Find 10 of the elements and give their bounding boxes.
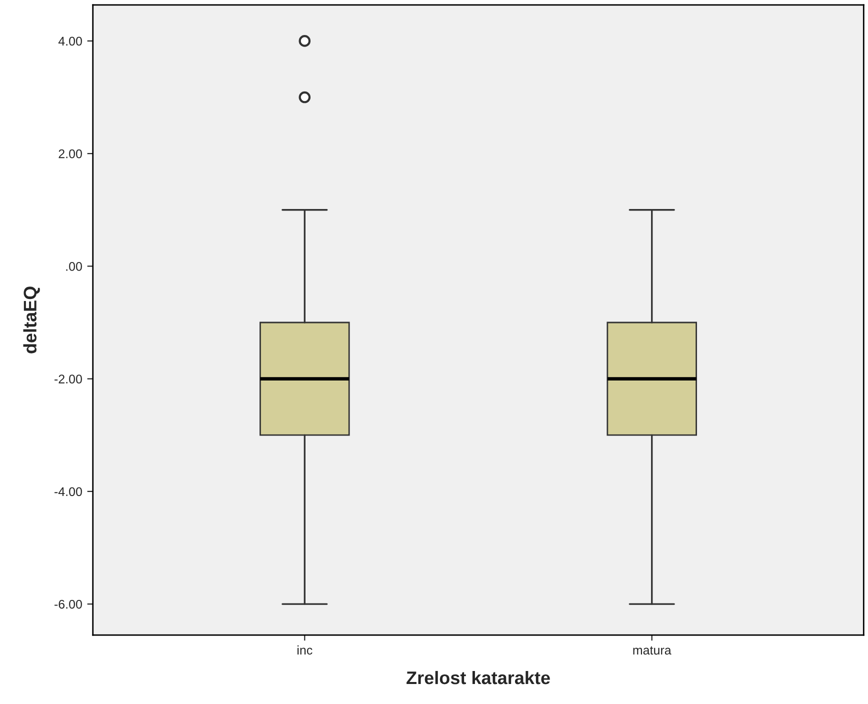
- y-tick-label: 4.00: [58, 36, 82, 46]
- x-tick-label: inc: [298, 645, 312, 655]
- x-axis-title: Zrelost katarakte: [406, 670, 550, 684]
- y-tick-label: -6.00: [54, 600, 82, 609]
- y-axis-title: deltaEQ: [23, 286, 40, 354]
- y-tick-label: -4.00: [54, 487, 82, 496]
- y-tick-label: 2.00: [58, 149, 82, 158]
- x-tick-label: matura: [633, 646, 672, 655]
- y-tick-label: -2.00: [54, 374, 82, 384]
- y-tick-label: .00: [66, 262, 82, 271]
